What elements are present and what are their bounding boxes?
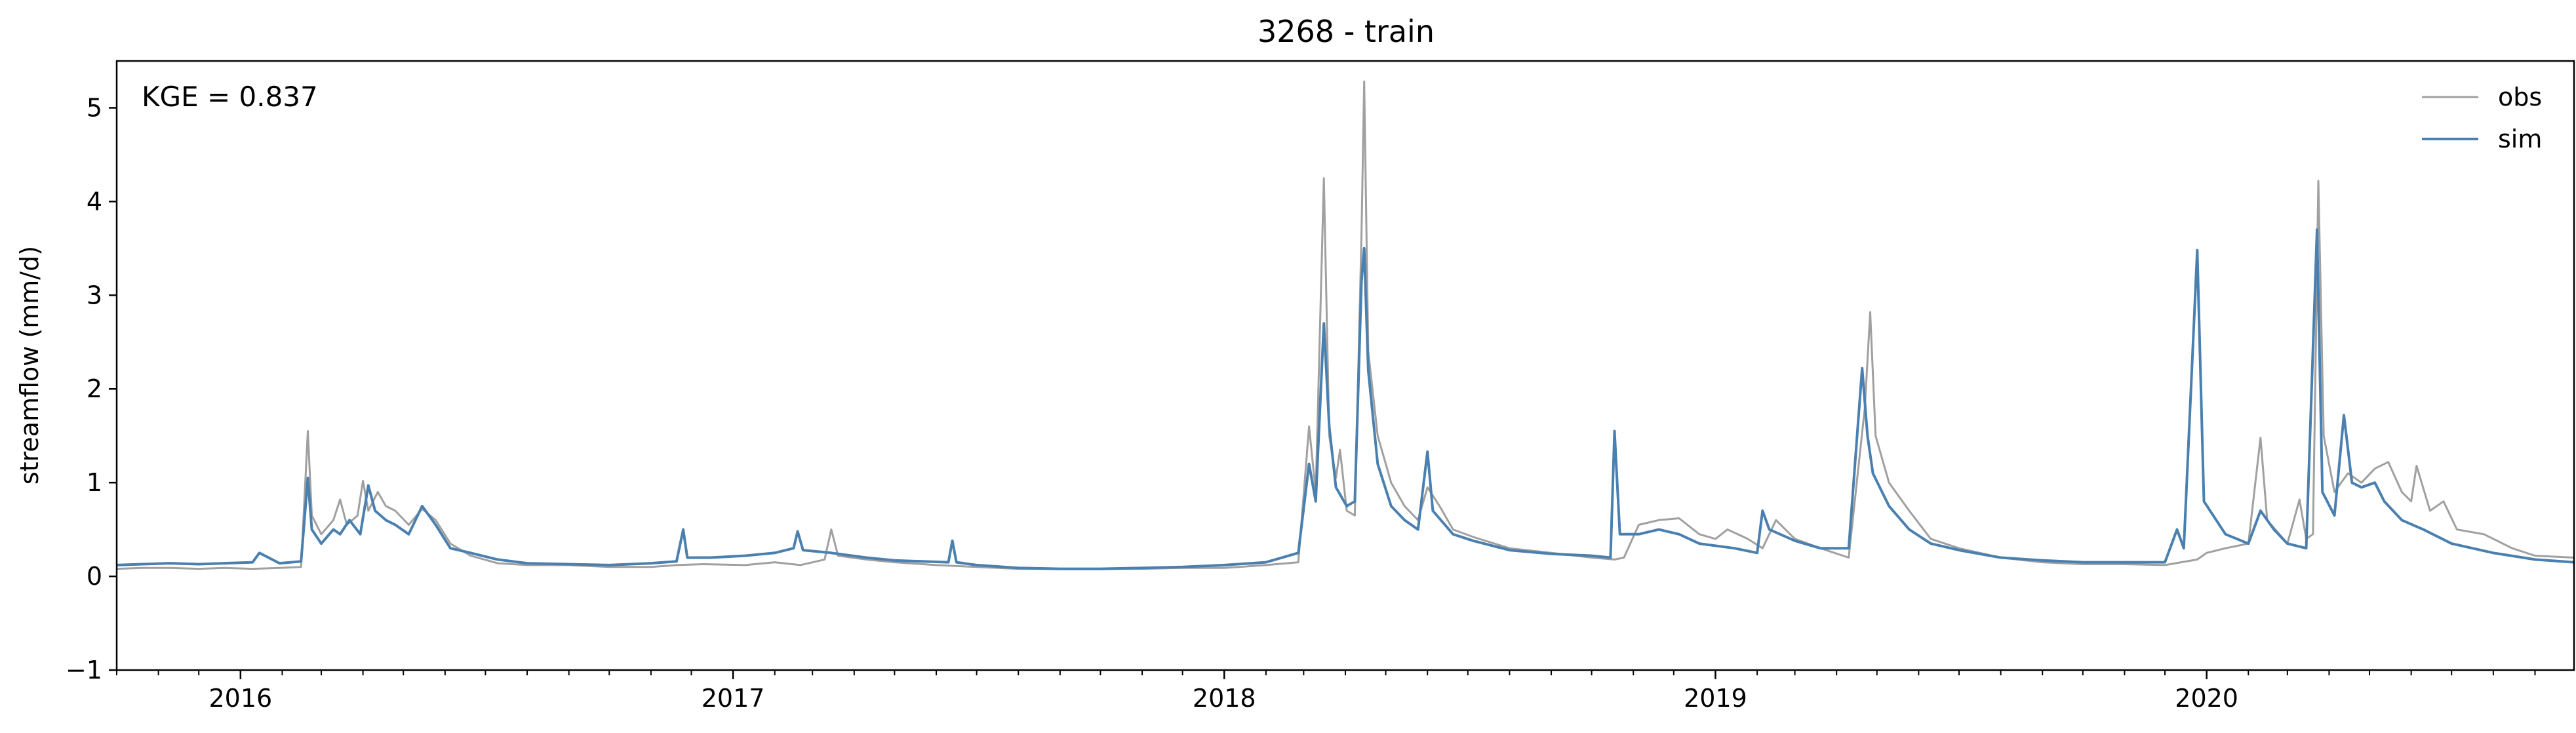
y-tick-label: 4: [87, 187, 102, 216]
y-tick-label: 3: [87, 281, 102, 309]
y-tick-label: 0: [87, 562, 102, 591]
x-tick-label: 2020: [2175, 684, 2238, 713]
x-tick-label: 2017: [702, 684, 765, 713]
y-axis-label: streamflow (mm/d): [15, 246, 44, 485]
legend-label-sim: sim: [2498, 125, 2542, 153]
legend-label-obs: obs: [2498, 83, 2542, 111]
plot-frame: [115, 60, 2575, 671]
plot-area: [115, 60, 2575, 671]
series-line-sim: [116, 228, 2575, 570]
x-tick-label: 2018: [1193, 684, 1256, 713]
kge-annotation: KGE = 0.837: [142, 81, 318, 113]
y-axis: −1 0 1 2 3 4 5: [66, 93, 117, 684]
y-tick-label: 1: [87, 468, 102, 497]
chart-title: 3268 - train: [1258, 14, 1435, 49]
x-axis: 2016 2017 2018 2019 2020: [116, 670, 2536, 713]
legend: obs sim: [2422, 83, 2542, 153]
y-tick-label: 2: [87, 374, 102, 403]
y-tick-label: −1: [66, 656, 102, 684]
series-line-obs: [116, 80, 2575, 570]
series-layer: [116, 80, 2575, 570]
x-tick-label: 2019: [1684, 684, 1747, 713]
x-tick-label: 2016: [208, 684, 272, 713]
y-tick-label: 5: [87, 93, 102, 122]
